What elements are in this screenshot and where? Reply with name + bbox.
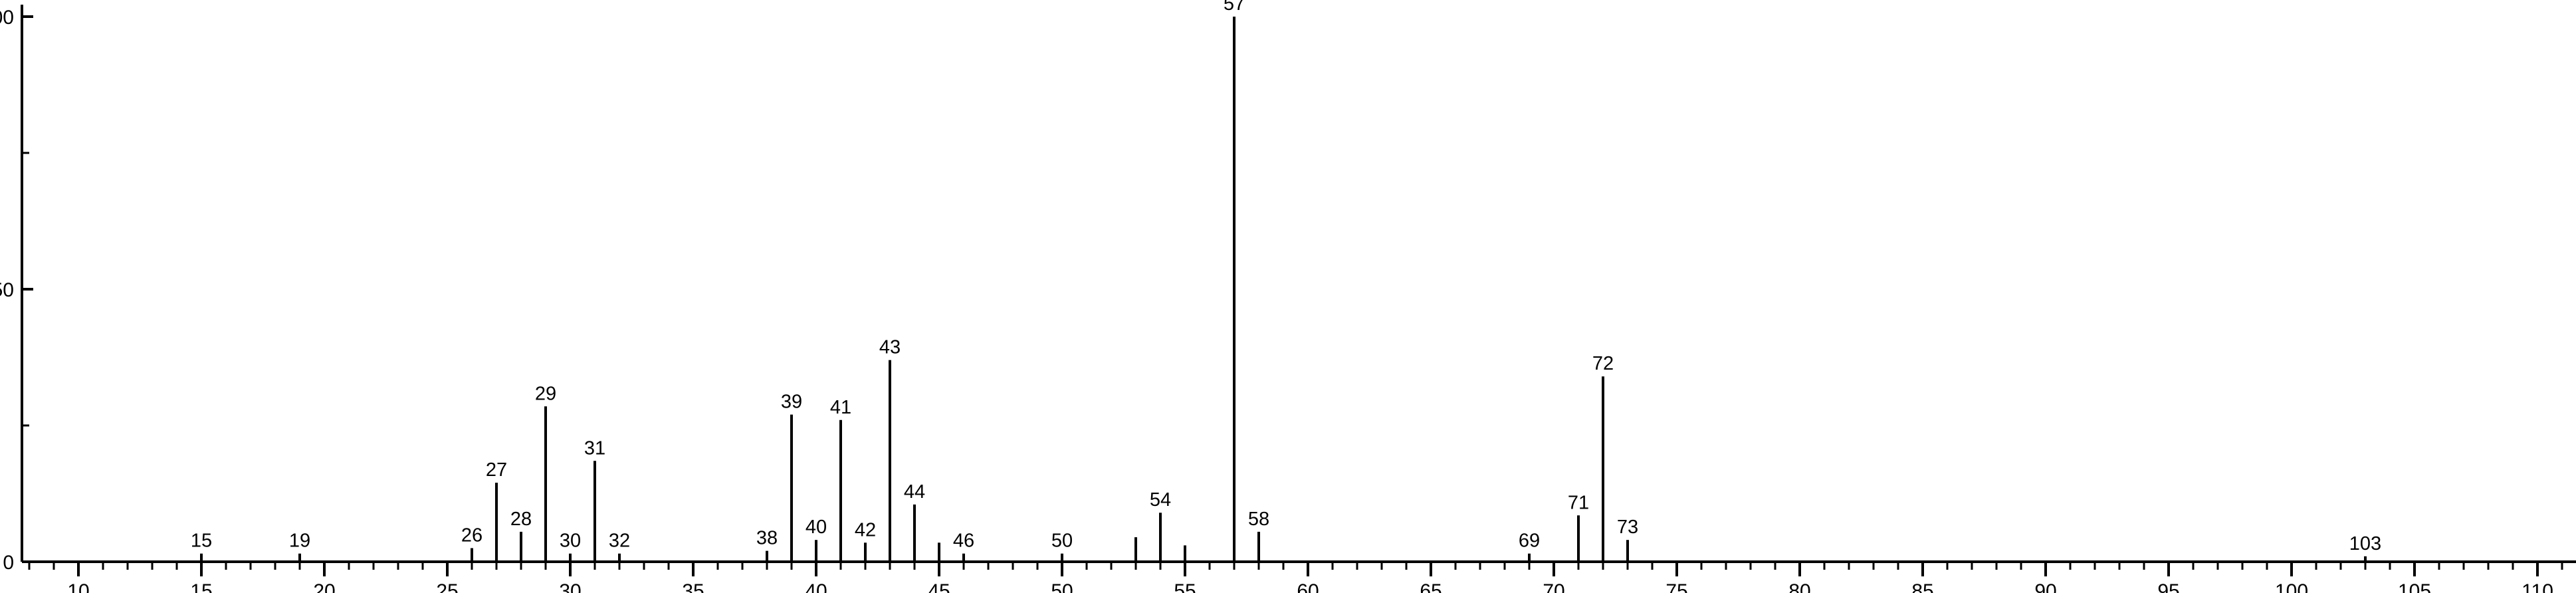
x-axis-tick-label: 100 <box>2275 580 2308 593</box>
x-axis-tick-label: 75 <box>1665 580 1687 593</box>
x-axis-tick-label: 110 <box>2522 580 2553 593</box>
x-axis-tick-label: 85 <box>1911 580 1933 593</box>
peak-label: 54 <box>1150 489 1171 511</box>
x-axis-tick-label: 70 <box>1543 580 1564 593</box>
peak-label: 15 <box>191 531 212 552</box>
x-axis-tick-label: 60 <box>1297 580 1319 593</box>
x-axis-tick-label: 105 <box>2398 580 2431 593</box>
peak-label: 29 <box>535 383 556 404</box>
peak-label: 50 <box>1051 531 1073 552</box>
peak-label-series: 15 19 26 27 28 29 30 31 32 38 39 40 41 42 43 44 46 50 54 57… <box>191 0 2381 554</box>
peak-label: 57 <box>1224 0 1245 15</box>
peak-label: 40 <box>805 517 827 538</box>
x-axis: 10 15 20 25 30 35 40 45 50 55 60 65 70 75 80 85 90 95 100 1… <box>22 560 2576 593</box>
y-axis-tick-label: 50 <box>0 279 14 301</box>
peak-label: 39 <box>781 392 802 413</box>
peak-label: 32 <box>609 531 630 552</box>
peak-series <box>200 17 2367 562</box>
x-axis-tick-label: 10 <box>67 580 89 593</box>
peak-label: 73 <box>1617 517 1638 538</box>
x-axis-tick-label: 35 <box>682 580 704 593</box>
peak-label: 27 <box>486 459 507 481</box>
x-axis-tick-label: 95 <box>2157 580 2179 593</box>
y-axis-tick-label: 0 <box>3 552 14 574</box>
peak-label: 72 <box>1592 353 1614 374</box>
x-axis-tick-label: 80 <box>1788 580 1810 593</box>
peak-label: 43 <box>879 337 901 358</box>
peak-label: 26 <box>461 525 483 546</box>
y-axis: 0 50 100 <box>0 5 33 574</box>
x-axis-tick-label: 55 <box>1174 580 1196 593</box>
peak-label: 46 <box>953 531 974 552</box>
peak-label: 30 <box>560 531 581 552</box>
peak-label: 41 <box>830 397 851 418</box>
peak-label: 42 <box>855 519 876 540</box>
x-axis-tick-label: 65 <box>1420 580 1442 593</box>
x-axis-tick-label: 15 <box>190 580 212 593</box>
peak-label: 28 <box>510 509 532 530</box>
x-axis-tick-label: 20 <box>313 580 335 593</box>
x-axis-tick-label: 25 <box>436 580 458 593</box>
peak-label: 69 <box>1519 531 1540 552</box>
peak-label: 38 <box>756 528 778 549</box>
x-axis-tick-label: 30 <box>559 580 581 593</box>
peak-label: 19 <box>289 531 310 552</box>
x-axis-tick-label: 90 <box>2034 580 2056 593</box>
x-axis-tick-label: 50 <box>1051 580 1073 593</box>
peak-label: 71 <box>1568 492 1589 513</box>
peak-label: 31 <box>584 437 605 459</box>
x-axis-tick-label: 40 <box>805 580 827 593</box>
x-axis-tick-label: 45 <box>928 580 950 593</box>
peak-label: 103 <box>2349 533 2381 554</box>
peak-label: 44 <box>904 481 925 503</box>
peak-label: 58 <box>1248 509 1269 530</box>
y-axis-tick-label: 100 <box>0 7 14 29</box>
